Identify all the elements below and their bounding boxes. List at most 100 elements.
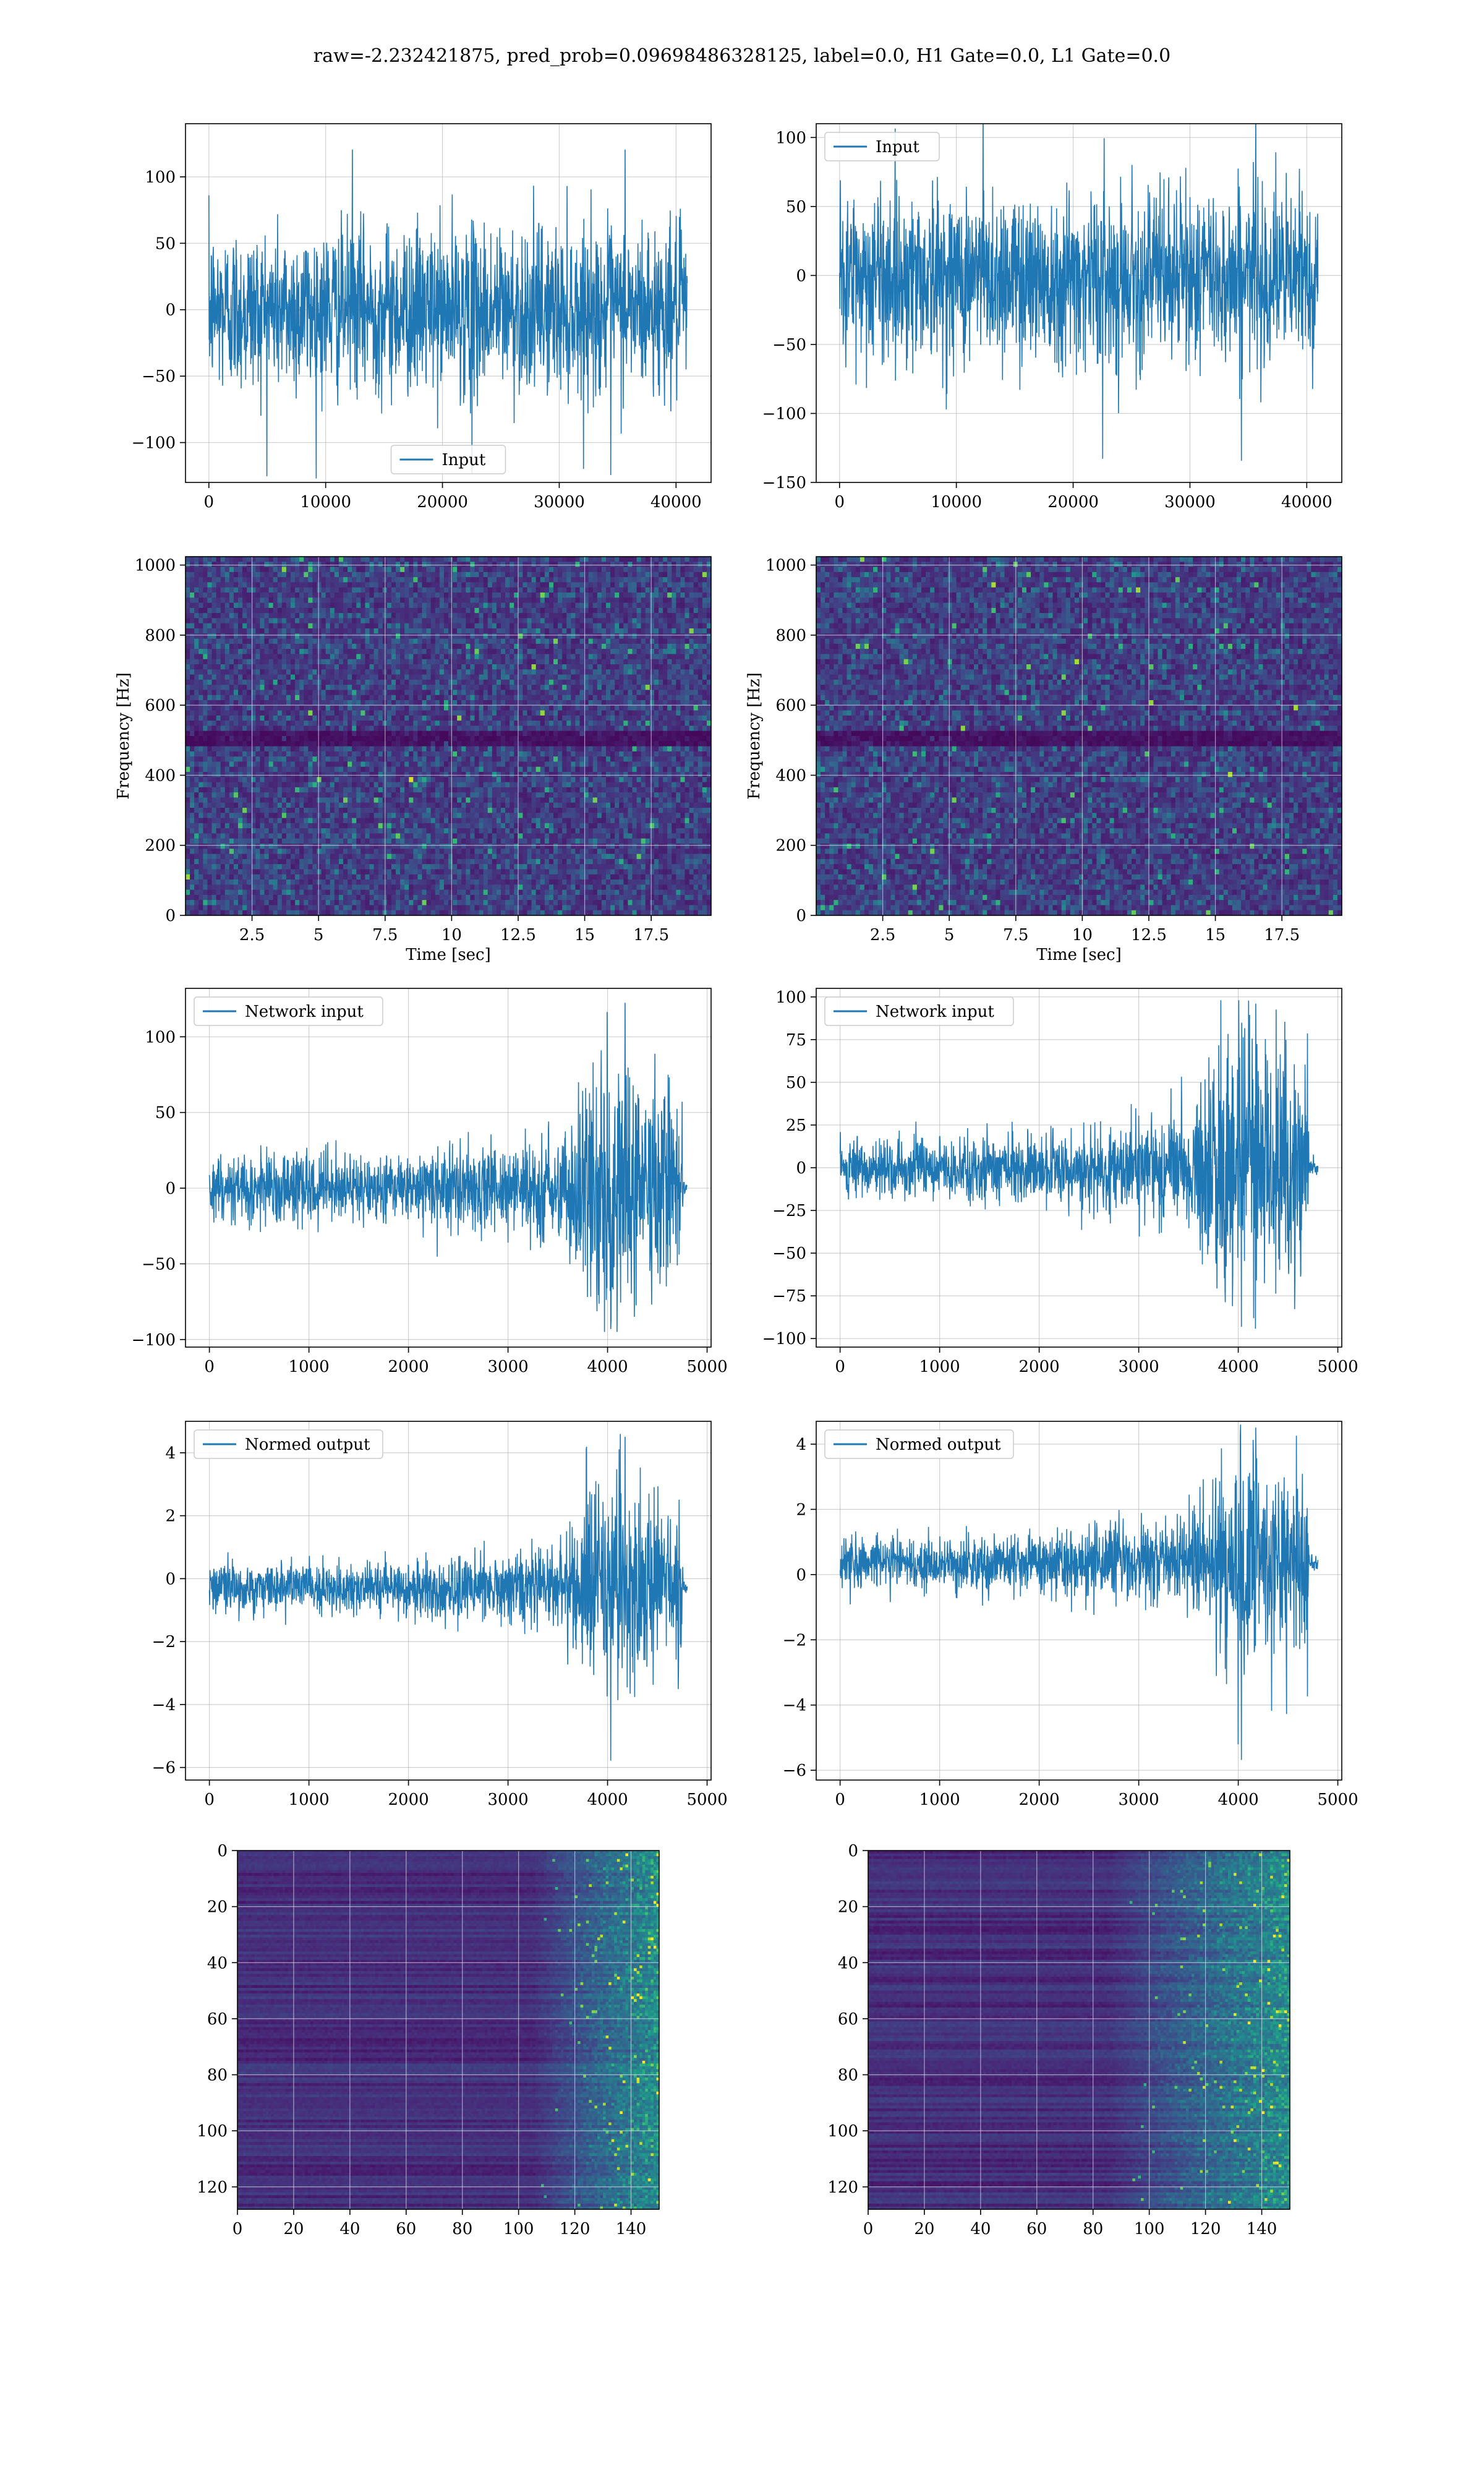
y-tick-label: −50 bbox=[142, 367, 176, 386]
y-tick-label: 2 bbox=[796, 1500, 806, 1519]
x-tick-label: 5000 bbox=[686, 1791, 727, 1809]
legend-box bbox=[824, 132, 940, 161]
y-tick-label: 50 bbox=[786, 1074, 806, 1092]
y-tick-label: 0 bbox=[796, 1159, 806, 1178]
y-tick-label: −50 bbox=[142, 1255, 176, 1273]
series-line-input bbox=[208, 149, 688, 479]
x-tick-label: 4000 bbox=[1217, 1791, 1258, 1809]
y-tick-label: 100 bbox=[197, 2122, 228, 2141]
axes-frame bbox=[185, 988, 712, 1348]
x-tick-label: 140 bbox=[616, 2220, 647, 2238]
x-tick-label: 2000 bbox=[1019, 1358, 1060, 1376]
x-axis-label: Time [sec] bbox=[406, 946, 491, 964]
heatmap-cells bbox=[186, 557, 711, 915]
x-tick-label: 4000 bbox=[587, 1358, 628, 1376]
x-tick-label: 60 bbox=[396, 2220, 416, 2238]
panel-row5-right: 0 20 40 60 80 100 120 140 0 20 40 60 80 100 120 bbox=[827, 1842, 1290, 2238]
y-tick-label: 100 bbox=[827, 2122, 858, 2141]
x-tick-label: 10 bbox=[441, 926, 462, 944]
y-tick-label: −100 bbox=[132, 1331, 176, 1350]
series-line-network-input bbox=[839, 1000, 1319, 1329]
y-tick-label: 40 bbox=[207, 1954, 228, 1972]
y-tick-label: −100 bbox=[762, 1330, 806, 1348]
y-tick-label: 75 bbox=[786, 1031, 806, 1050]
y-tick-label: 800 bbox=[145, 627, 176, 645]
y-tick-label: −6 bbox=[783, 1761, 806, 1780]
y-tick-label: 400 bbox=[775, 766, 806, 785]
x-tick-label: 20000 bbox=[417, 493, 468, 511]
y-tick-label: 800 bbox=[775, 627, 806, 645]
y-tick-label: 60 bbox=[838, 2010, 858, 2029]
plot-area bbox=[186, 988, 711, 1347]
y-tick-label: −100 bbox=[762, 404, 806, 423]
x-tick-label: 0 bbox=[835, 1791, 845, 1809]
x-tick-label: 12.5 bbox=[1131, 926, 1167, 944]
legend-label: Network input bbox=[245, 1003, 364, 1021]
y-tick-label: 1000 bbox=[135, 557, 176, 575]
x-tick-label: 4000 bbox=[587, 1791, 628, 1809]
x-tick-label: 140 bbox=[1247, 2220, 1277, 2238]
x-tick-label: 20000 bbox=[1047, 493, 1099, 511]
x-tick-label: 7.5 bbox=[372, 926, 398, 944]
y-tick-label: 0 bbox=[796, 907, 806, 925]
x-axis-label: Time [sec] bbox=[1036, 946, 1122, 964]
y-tick-label: −50 bbox=[772, 1244, 806, 1263]
legend: Input bbox=[390, 445, 506, 474]
y-tick-label: 25 bbox=[786, 1116, 806, 1135]
x-tick-label: 10000 bbox=[300, 493, 351, 511]
y-tick-label: 50 bbox=[155, 234, 176, 253]
x-tick-label: 17.5 bbox=[633, 926, 669, 944]
heatmap-cells bbox=[868, 1851, 1290, 2209]
x-tick-label: 5000 bbox=[1317, 1358, 1358, 1376]
x-tick-label: 1000 bbox=[289, 1791, 330, 1809]
y-tick-label: 60 bbox=[207, 2010, 228, 2029]
x-tick-label: 1000 bbox=[289, 1358, 330, 1376]
series-line-input bbox=[839, 124, 1319, 461]
plot-area bbox=[816, 988, 1342, 1347]
x-tick-label: 20 bbox=[283, 2220, 304, 2238]
legend-label: Input bbox=[442, 451, 486, 469]
x-tick-label: 5000 bbox=[1317, 1791, 1358, 1809]
x-tick-label: 4000 bbox=[1217, 1358, 1258, 1376]
y-tick-label: 40 bbox=[838, 1954, 858, 1972]
x-tick-label: 100 bbox=[503, 2220, 534, 2238]
x-tick-label: 0 bbox=[204, 1791, 215, 1809]
legend-label: Input bbox=[876, 138, 919, 156]
y-tick-label: −4 bbox=[783, 1697, 806, 1715]
x-tick-label: 2000 bbox=[388, 1791, 429, 1809]
y-tick-label: 120 bbox=[197, 2178, 228, 2197]
legend: Network input bbox=[194, 996, 383, 1026]
x-tick-label: 30000 bbox=[534, 493, 585, 511]
panel-row2-right: 2.5 5 7.5 10 12.5 15 17.5 0 200 400 600 800 1000 Time… bbox=[745, 556, 1342, 964]
y-tick-label: 80 bbox=[838, 2066, 858, 2085]
y-tick-label: 0 bbox=[796, 1566, 806, 1585]
y-tick-label: −6 bbox=[152, 1759, 176, 1778]
x-tick-label: 120 bbox=[1190, 2220, 1221, 2238]
x-tick-label: 10000 bbox=[931, 493, 982, 511]
y-tick-label: 0 bbox=[165, 301, 176, 320]
legend-box bbox=[194, 996, 383, 1026]
axes-frame bbox=[185, 556, 712, 916]
plot-area bbox=[237, 1851, 659, 2209]
plot-area bbox=[186, 124, 711, 482]
legend: Network input bbox=[824, 996, 1014, 1026]
x-tick-label: 5 bbox=[313, 926, 324, 944]
y-tick-label: −100 bbox=[132, 434, 176, 453]
legend-box bbox=[390, 445, 506, 474]
plot-background bbox=[816, 1421, 1342, 1780]
y-tick-label: 200 bbox=[775, 837, 806, 855]
figure-title: raw=-2.232421875, pred_prob=0.0969848632… bbox=[313, 45, 1171, 67]
legend-box bbox=[194, 1429, 383, 1459]
axes-frame bbox=[868, 1850, 1290, 2210]
y-tick-label: 120 bbox=[827, 2178, 858, 2197]
panel-row5-left: 0 20 40 60 80 100 120 140 0 20 40 60 80 100 120 bbox=[197, 1842, 660, 2238]
y-tick-label: 600 bbox=[775, 696, 806, 715]
y-tick-label: 0 bbox=[796, 267, 806, 285]
legend-box bbox=[824, 1429, 1014, 1459]
y-tick-label: −2 bbox=[783, 1631, 806, 1650]
x-tick-label: 20 bbox=[914, 2220, 934, 2238]
y-tick-label: 0 bbox=[165, 1179, 176, 1198]
series-line-normed-output bbox=[839, 1424, 1319, 1760]
x-tick-label: 30000 bbox=[1164, 493, 1216, 511]
